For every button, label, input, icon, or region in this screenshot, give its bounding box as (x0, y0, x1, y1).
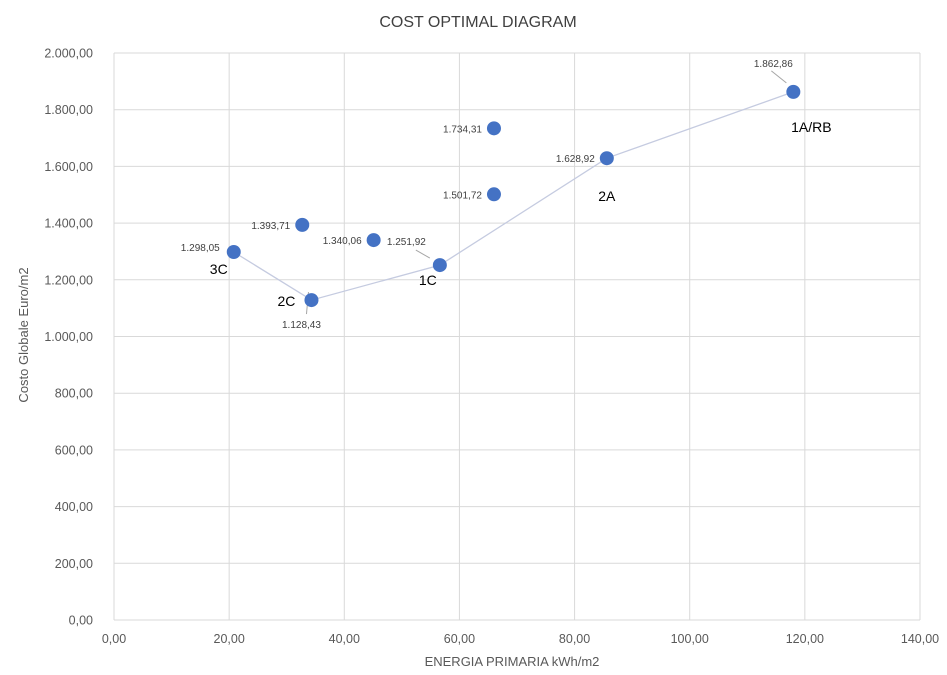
scatter-point (786, 84, 801, 99)
point-value-label: 1.393,71 (251, 221, 290, 232)
x-tick-label: 20,00 (214, 632, 245, 646)
x-axis-title: ENERGIA PRIMARIA kWh/m2 (425, 654, 600, 669)
frontier-line-layer (233, 91, 794, 301)
y-tick-label: 1.400,00 (44, 217, 93, 231)
point-value-label: 1.251,92 (387, 237, 426, 248)
point-value-label: 1.862,86 (754, 59, 793, 70)
data-label-leader-line (771, 70, 787, 84)
y-tick-label: 1.000,00 (44, 330, 93, 344)
scatter-point (366, 233, 381, 248)
chart-title: COST OPTIMAL DIAGRAM (379, 14, 576, 31)
x-tick-label: 60,00 (444, 632, 475, 646)
scatter-point (599, 151, 614, 166)
point-value-label: 1.628,92 (556, 154, 595, 165)
y-tick-label: 600,00 (55, 443, 93, 457)
point-name-label: 2C (278, 293, 296, 309)
point-value-label: 1.298,05 (181, 243, 220, 254)
x-tick-label: 80,00 (559, 632, 590, 646)
point-name-label: 1C (419, 272, 437, 288)
point-value-label: 1.501,72 (443, 190, 482, 201)
y-tick-label: 400,00 (55, 500, 93, 514)
point-name-label: 1A/RB (791, 119, 831, 135)
y-axis-title: Costo Globale Euro/m2 (16, 267, 31, 402)
scatter-point (486, 121, 501, 136)
data-label-leader-line (415, 249, 431, 259)
y-tick-label: 1.600,00 (44, 160, 93, 174)
point-name-label: 3C (210, 261, 228, 277)
y-tick-label: 800,00 (55, 387, 93, 401)
y-tick-label: 1.200,00 (44, 273, 93, 287)
y-axis-tick-labels: 0,00 200,00 400,00 600,00 800,00 1.000,00 1.20… (44, 47, 93, 628)
x-axis-tick-labels: 0,00 20,00 40,00 60,00 80,00 100,00 120,00 140,… (102, 632, 939, 646)
point-value-label: 1.734,31 (443, 124, 482, 135)
gridlines (113, 52, 921, 621)
scatter-point (486, 187, 501, 202)
scatter-point (226, 245, 241, 260)
scatter-point (432, 258, 447, 273)
point-name-label: 2A (598, 188, 616, 204)
x-tick-label: 100,00 (671, 632, 709, 646)
y-tick-label: 200,00 (55, 557, 93, 571)
leader-lines (305, 70, 787, 315)
point-value-label: 1.128,43 (282, 320, 321, 331)
y-tick-label: 0,00 (69, 614, 93, 628)
scatter-point (304, 293, 319, 308)
y-tick-label: 1.800,00 (44, 103, 93, 117)
data-labels: 1.298,05 3C 1.128,43 2C 1.251,92 1C 1.628,92 2A… (181, 59, 832, 331)
cost-optimal-frontier-line (233, 91, 794, 301)
x-tick-label: 140,00 (901, 632, 939, 646)
scatter-point (295, 217, 310, 232)
x-tick-label: 0,00 (102, 632, 126, 646)
data-points (226, 84, 801, 308)
point-value-label: 1.340,06 (323, 236, 362, 247)
x-tick-label: 120,00 (786, 632, 824, 646)
x-tick-label: 40,00 (329, 632, 360, 646)
y-tick-label: 2.000,00 (44, 47, 93, 61)
